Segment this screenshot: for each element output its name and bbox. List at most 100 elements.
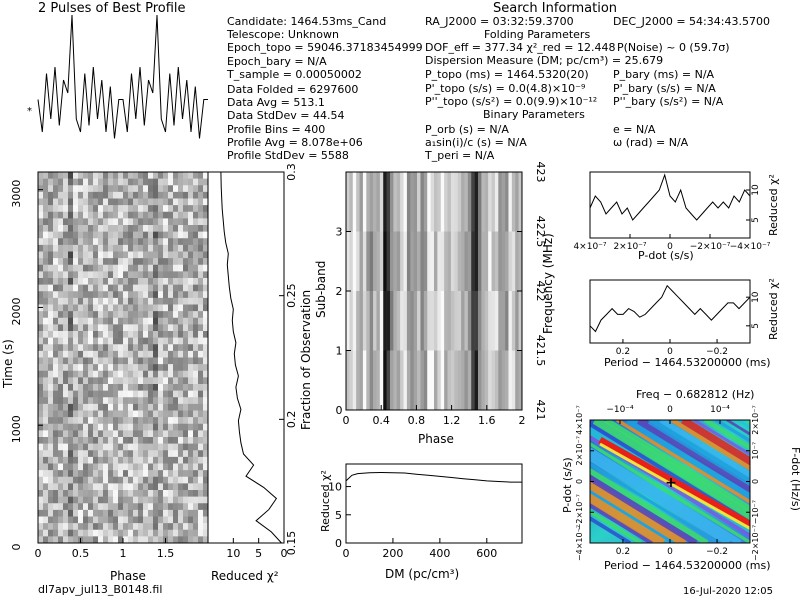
time-phase-cell [153,490,159,497]
time-phase-cell [123,258,129,266]
time-phase-cell [138,304,144,312]
time-phase-cell [133,350,139,358]
chi2-period-line [589,284,751,333]
subband-cell [352,291,357,351]
time-phase-cell [183,503,189,511]
time-phase-cell [148,370,154,378]
time-phase-cell [43,377,49,385]
time-phase-cell [113,536,119,544]
time-phase-cell [183,238,189,246]
time-phase-cell [68,496,74,504]
time-phase-cell [43,291,49,299]
time-phase-cell [48,317,54,325]
time-phase-cell [108,417,114,425]
subband-cell [511,172,516,232]
subband-cell [488,231,492,292]
time-phase-cell [198,331,204,338]
time-phase-cell [83,258,89,266]
time-phase-cell [158,490,164,497]
time-phase-cell [93,185,99,193]
subband-ylabel: Sub-band [314,261,328,318]
time-phase-cell [53,337,59,345]
time-phase-cell [78,503,84,511]
time-phase-cell [203,417,209,425]
info-pddot-bary: P''_bary (s/s²) = N/A [613,95,724,108]
time-phase-cell [43,370,49,378]
time-phase-cell [63,490,69,497]
time-phase-cell [183,390,189,398]
time-phase-cell [78,496,84,504]
time-phase-cell [113,410,119,418]
time-phase-cell [153,357,159,365]
time-phase-cell [148,172,154,179]
time-phase-cell [203,529,209,537]
time-phase-ytick-label: 2000 [10,297,23,325]
fraction-ytick-label: 0.2 [285,411,298,429]
time-phase-cell [138,205,144,213]
time-phase-cell [83,536,89,544]
time-phase-cell [58,198,64,206]
time-phase-cell [108,185,114,193]
time-phase-cell [88,218,94,226]
time-phase-cell [98,437,104,444]
time-phase-cell [88,503,94,511]
time-phase-cell [43,205,49,213]
time-phase-cell [148,529,154,537]
subband-cell [461,172,465,232]
time-phase-cell [148,377,154,385]
time-phase-cell [183,331,189,338]
time-phase-cell [38,450,44,458]
info-p-bary: P_bary (ms) = N/A [613,68,715,81]
time-phase-cell [143,231,149,239]
time-phase-cell [103,191,109,199]
time-phase-cell [108,470,114,478]
subband-cell [481,291,486,351]
time-phase-cell [143,191,149,199]
time-phase-cell [193,344,199,352]
time-phase-cell [148,211,154,219]
time-phase-cell [118,251,124,259]
time-phase-cell [43,258,49,266]
time-phase-cell [53,476,59,484]
time-phase-cell [48,370,54,378]
time-phase-cell [178,463,184,471]
time-phase-cell [148,357,154,365]
time-phase-cell [88,304,94,312]
time-phase-cell [118,284,124,292]
time-phase-cell [63,397,69,405]
time-phase-cell [158,364,164,372]
time-phase-cell [118,264,124,272]
time-phase-cell [103,364,109,372]
plane-ylabel: P-dot (s/s) [561,457,574,513]
subband-cell [410,231,414,292]
time-phase-cell [73,397,79,405]
time-phase-cell [88,178,94,186]
time-phase-cell [163,191,169,199]
time-phase-cell [103,337,109,345]
time-phase-cell [148,191,154,199]
time-phase-cell [63,450,69,458]
time-phase-cell [113,350,119,358]
time-phase-cell [148,244,154,252]
time-phase-cell [68,244,74,252]
time-phase-cell [73,211,79,219]
time-phase-cell [133,437,139,444]
time-phase-cell [158,238,164,246]
subband-cell [494,350,499,411]
time-phase-cell [118,437,124,444]
frequency-tick-label: 423 [534,162,547,183]
time-phase-cell [193,271,199,279]
subband-cell [430,350,435,411]
time-phase-cell [163,357,169,365]
time-phase-cell [88,390,94,398]
time-phase-cell [103,284,109,292]
time-phase-cell [58,390,64,398]
time-phase-cell [183,516,189,524]
time-phase-cell [103,437,109,444]
time-phase-cell [48,337,54,345]
time-phase-cell [178,225,184,232]
time-phase-cell [78,437,84,444]
subband-cell [362,350,367,411]
time-phase-cell [198,523,204,531]
time-phase-cell [158,317,164,325]
